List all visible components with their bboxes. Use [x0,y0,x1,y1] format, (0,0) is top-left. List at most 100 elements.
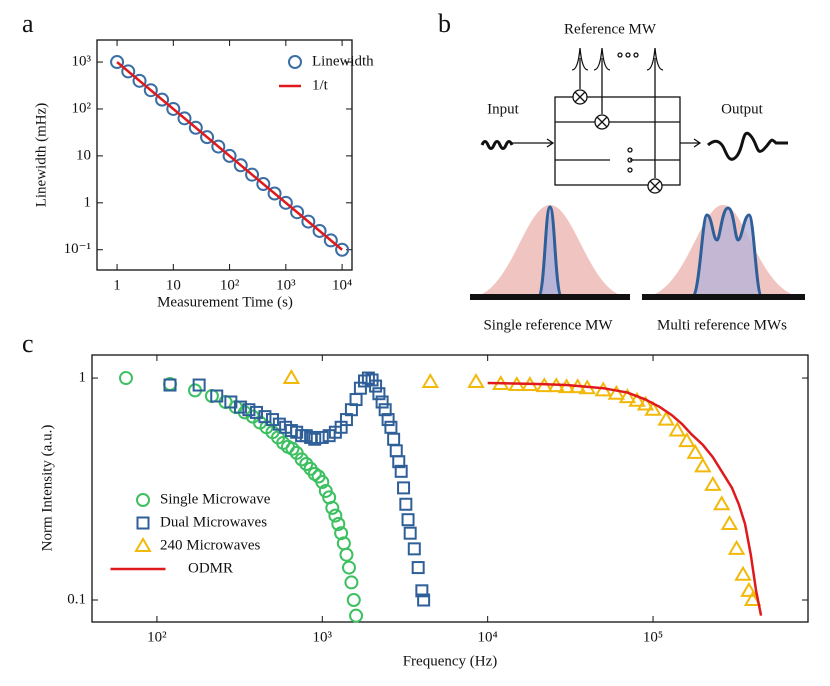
point [644,400,662,416]
arrows [512,138,702,148]
point [143,83,158,98]
point [166,101,181,116]
dot [627,147,633,153]
point [200,130,215,145]
point [308,432,322,446]
point [177,111,192,126]
point [636,395,655,411]
x-tick-label: 10⁴ [478,629,498,645]
lines [555,121,680,161]
point [299,429,313,443]
point [210,389,224,403]
point [192,378,206,392]
point [369,379,383,393]
point [233,158,248,173]
diagram: Reference MW Input Output Single referen… [470,21,805,333]
point [163,378,177,392]
legend-label: 1/t [312,77,329,93]
point [378,403,392,417]
point [399,497,413,511]
legend-label: Single Microwave [160,491,271,507]
legend-label: Linewidth [312,53,374,69]
point [381,413,395,427]
legend-label: 240 Microwaves [160,537,261,553]
point [155,92,170,107]
output-wave [707,131,788,161]
point [110,55,125,70]
panel-label: c [22,329,34,358]
legend-marker [136,493,150,507]
point [256,177,271,192]
point [467,372,485,388]
point [118,371,133,386]
point [285,441,300,456]
peak [536,205,564,299]
line [487,381,763,616]
plot-frame [91,354,809,623]
point [394,464,408,478]
point [694,457,712,473]
point [704,475,722,491]
point [325,500,340,515]
x-tick-label: 10³ [276,277,296,293]
dot [627,157,633,163]
point [344,575,359,590]
diagram-text: Reference MW [564,21,657,37]
point [121,64,136,79]
point [375,395,389,409]
diagram-text: Multi reference MWs [657,317,787,333]
input-wave [480,140,514,150]
point [249,405,263,419]
y-tick-label: 0.1 [67,591,86,607]
point [312,223,327,238]
legend-marker [136,516,150,530]
point [290,205,305,220]
point [372,387,386,401]
point [242,403,256,417]
peaks [571,47,664,71]
point [618,388,637,404]
point [727,539,746,555]
point [132,73,147,88]
point [686,443,704,459]
x-tick-label: 10³ [313,629,333,645]
y-tick-label: 10⁻¹ [64,241,91,257]
point [267,186,282,201]
legend-label: ODMR [188,560,233,576]
y-tick-label: 10³ [72,53,92,69]
point [331,517,346,532]
point [678,432,696,448]
point [334,526,349,541]
point [657,410,675,426]
peak [690,206,764,299]
point [258,410,272,424]
y-tick-label: 10² [72,100,92,116]
point [411,561,425,575]
dot [627,167,633,173]
point [397,481,411,495]
point [384,420,398,434]
panel-label: b [438,9,451,38]
mixer-cross [574,91,661,192]
panel-label: a [22,9,34,38]
x-tick-label: 10 [166,277,181,293]
dot [617,52,623,58]
point [743,591,762,607]
diagram-text: Single reference MW [483,317,613,333]
point [668,421,686,437]
x-axis-label: Frequency (Hz) [403,653,498,669]
x-tick-label: 10² [147,629,167,645]
legend-marker [288,55,302,69]
point [301,214,316,229]
point [740,581,758,597]
point [282,369,301,385]
x-tick-label: 10⁴ [332,277,352,293]
diagram-text: Input [487,101,519,117]
x-axis-label: Measurement Time (s) [157,294,293,310]
point [211,139,226,154]
box [554,96,681,186]
point [278,195,293,210]
x-tick-label: 1 [113,277,121,293]
y-tick-label: 1 [79,369,87,385]
point [341,560,356,575]
